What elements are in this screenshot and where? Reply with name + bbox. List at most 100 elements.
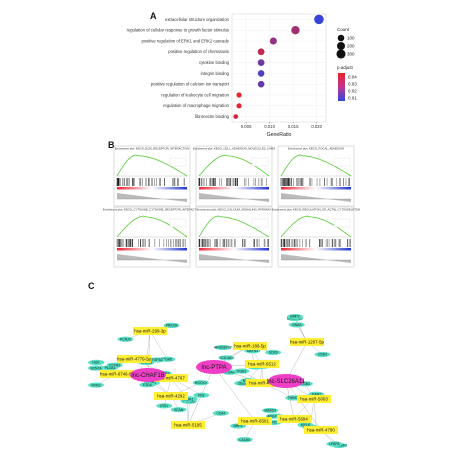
- gsea-stats-box: [333, 218, 351, 228]
- x-tick-label: 0.005: [241, 124, 252, 129]
- gene-node-shape: [288, 322, 305, 328]
- gsea-title: Enrichment plot: KEGG_REGULATION_OF_ACTI…: [272, 208, 360, 212]
- gene-node-label: BMP2: [290, 315, 299, 319]
- dot-point: [236, 103, 242, 109]
- gene-node: PRKCB: [163, 322, 180, 328]
- term-label: positive regulation of calcium ion trans…: [151, 82, 230, 87]
- gene-node-label: PRKCB: [166, 324, 178, 328]
- gene-node-shape: [163, 322, 180, 328]
- gsea-hit-barcode: [280, 239, 351, 247]
- gsea-hit-barcode: [280, 178, 350, 186]
- gene-node: SMAD3: [262, 407, 279, 414]
- cerna-network: ARHGEF12CDH2KCNJ2ACVR1PDGFRAIRS1MATN3ZEB…: [88, 313, 347, 449]
- dot-point: [291, 26, 300, 35]
- gene-node-label: GNAS: [292, 323, 302, 327]
- gsea-hit-barcode: [198, 239, 269, 247]
- gene-node: SCN7A: [88, 365, 104, 371]
- gene-node-shape: [156, 403, 173, 409]
- gene-node-label: HGF: [92, 361, 99, 365]
- edge-gene-mirna: [313, 398, 317, 430]
- lncrna-node-shape: [130, 368, 166, 382]
- mirna-node-label: hsa-miR-4775: [249, 381, 277, 386]
- gene-node-label: PLCB1: [105, 366, 116, 370]
- dot-point: [257, 48, 265, 56]
- count-legend-label: 200: [347, 44, 355, 49]
- gsea-rank-bar: [199, 248, 269, 251]
- x-tick-label: 0.020: [311, 124, 322, 129]
- gene-node-label: FGFR2: [109, 363, 120, 367]
- go-dot-plot: extracellular structure organization regu…: [127, 13, 357, 138]
- gsea-stats-box: [251, 218, 269, 228]
- gene-node-label: THBS2: [288, 396, 299, 400]
- gsea-rank-bar: [117, 248, 187, 251]
- term-label: integrin binding: [201, 71, 230, 76]
- gsea-plot: Enrichment plot: KEGG_FOCAL_ADHESION: [277, 145, 355, 207]
- x-tick-label: 0.015: [288, 124, 299, 129]
- gene-node: FZD4: [139, 382, 156, 388]
- gsea-ranked-metric: [199, 254, 269, 263]
- term-label: fibronectin binding: [195, 114, 230, 119]
- gene-node-shape: [214, 344, 231, 351]
- count-legend-dot: [337, 34, 345, 42]
- gene-node: CALM1: [236, 437, 253, 443]
- gene-node-shape: [314, 351, 331, 358]
- gsea-es-curve: [198, 215, 270, 238]
- gene-node: VCAN: [170, 407, 187, 413]
- gsea-hit-barcode: [116, 239, 186, 247]
- gene-node-label: COL4A1: [220, 356, 233, 360]
- gene-node-label: FN1: [198, 393, 205, 397]
- padjust-legend-label: 0.02: [348, 89, 357, 94]
- mirna-node-shape: [304, 426, 338, 434]
- gene-node-label: KCNJ2: [120, 337, 131, 341]
- gene-node-shape: [88, 365, 104, 371]
- edge-mirna-lncrna: [147, 330, 151, 376]
- padjust-legend-title: p.adjust: [337, 65, 354, 70]
- gsea-hit-barcode: [198, 178, 267, 186]
- mirna-node: hsa-miR-5195: [171, 421, 205, 429]
- gene-node-label: NRP1: [234, 424, 243, 428]
- lncrna-node: lnc-CHAF1B: [130, 368, 166, 382]
- mirna-node-label: hsa-miR-4790: [307, 428, 335, 433]
- mirna-node-label: hsa-miR-186-5p: [234, 344, 266, 349]
- mirna-node-shape: [290, 338, 324, 346]
- mirna-node-shape: [133, 327, 167, 335]
- gene-node: ARHGEF12: [214, 344, 232, 351]
- mirna-node-shape: [245, 360, 279, 368]
- gene-node-shape: [233, 368, 250, 374]
- gene-node-label: CALM1: [239, 438, 250, 442]
- term-label: regulation of macrophage migration: [163, 103, 230, 108]
- mirna-node-label: hsa-miR-6512: [248, 362, 276, 367]
- mirna-node: hsa-miR-299-3p: [133, 327, 167, 335]
- mirna-node-shape: [277, 415, 311, 423]
- dot-plot-x-ticks: 0.005 0.010 0.015 0.020: [241, 122, 323, 129]
- gsea-plot: Enrichment plot: KEGG_ECM_RECEPTOR_INTER…: [113, 145, 191, 207]
- gene-node-shape: [192, 380, 209, 386]
- gene-node-shape: [218, 355, 235, 361]
- gene-node: TGFB2: [149, 357, 166, 363]
- lncrna-node: lnc-PTPA: [196, 360, 232, 374]
- gene-node-label: IRS1: [160, 404, 168, 408]
- x-axis-title: GeneRatio: [267, 132, 292, 138]
- gene-node: GNAS: [288, 322, 305, 328]
- gsea-rank-bar: [199, 187, 269, 190]
- mirna-node-label: hsa-miR-1207-5p: [290, 340, 324, 345]
- gene-node-shape: [102, 365, 119, 371]
- gsea-stats-box: [251, 157, 269, 167]
- gsea-stats-box: [169, 218, 187, 228]
- mirna-node: hsa-miR-4779-5p: [117, 355, 152, 363]
- network-mirna-nodes: hsa-miR-186-5p hsa-miR-1207-5p hsa-miR-299…: [100, 327, 338, 434]
- lncrna-node-shape: [268, 374, 304, 388]
- count-legend-dot: [336, 49, 346, 59]
- network-lncrna-nodes: lnc-CHAF1B lnc-PTPA lnc-SLC26A11: [130, 360, 306, 388]
- gsea-plot: Enrichment plot: KEGG_REGULATION_OF_ACTI…: [272, 206, 360, 268]
- panel-label-b: B: [108, 140, 115, 150]
- gene-node-label: RYR2: [92, 383, 101, 387]
- dot-point: [269, 37, 277, 45]
- count-legend-label: 300: [347, 52, 355, 57]
- mirna-node: hsa-miR-4292: [154, 392, 188, 400]
- mirna-node-shape: [171, 421, 205, 429]
- gsea-es-curve: [116, 215, 188, 238]
- lncrna-node-shape: [196, 360, 232, 374]
- mirna-node-shape: [297, 395, 331, 403]
- gene-node: RYR2: [88, 382, 104, 388]
